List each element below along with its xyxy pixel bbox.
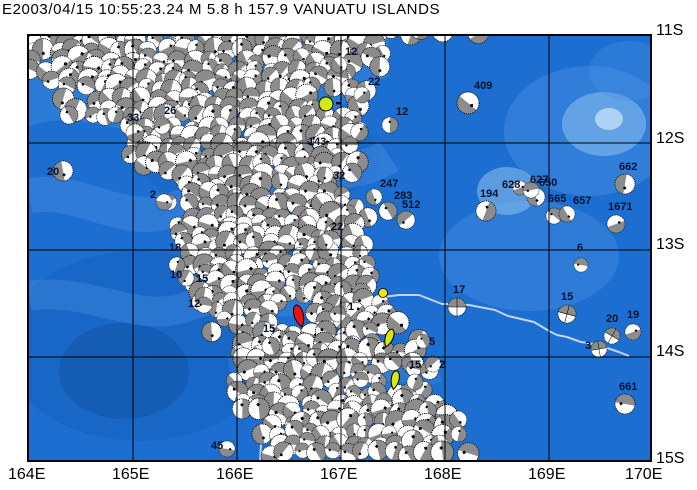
- svg-text:22: 22: [368, 76, 380, 88]
- svg-text:33: 33: [127, 112, 139, 124]
- svg-text:15: 15: [263, 323, 275, 335]
- svg-text:194: 194: [480, 188, 499, 200]
- svg-text:45: 45: [211, 440, 223, 452]
- svg-text:662: 662: [619, 161, 637, 173]
- svg-text:512: 512: [402, 199, 420, 211]
- svg-text:650: 650: [539, 177, 557, 189]
- svg-text:6: 6: [577, 242, 583, 254]
- svg-text:26: 26: [164, 105, 176, 117]
- svg-text:20: 20: [606, 313, 618, 325]
- svg-text:32: 32: [333, 170, 345, 182]
- svg-text:12: 12: [396, 106, 408, 118]
- svg-text:15: 15: [409, 359, 421, 371]
- svg-text:143: 143: [308, 136, 326, 148]
- svg-text:628: 628: [502, 179, 520, 191]
- svg-text:15: 15: [561, 291, 573, 303]
- svg-text:657: 657: [573, 195, 591, 207]
- svg-text:3: 3: [585, 340, 591, 352]
- svg-text:20: 20: [47, 166, 59, 178]
- svg-text:5: 5: [429, 336, 435, 348]
- svg-text:661: 661: [619, 381, 637, 393]
- svg-text:1: 1: [348, 301, 354, 313]
- svg-text:12: 12: [188, 298, 200, 310]
- svg-text:17: 17: [453, 284, 465, 296]
- svg-text:22: 22: [331, 221, 343, 233]
- svg-text:15: 15: [196, 273, 208, 285]
- svg-text:2: 2: [439, 359, 445, 371]
- svg-text:665: 665: [548, 193, 566, 205]
- svg-text:18: 18: [169, 242, 181, 254]
- svg-text:12: 12: [345, 46, 357, 58]
- svg-text:1671: 1671: [608, 201, 632, 213]
- svg-text:2: 2: [150, 189, 156, 201]
- svg-text:10: 10: [170, 269, 182, 281]
- svg-text:247: 247: [380, 178, 398, 190]
- svg-text:409: 409: [474, 80, 492, 92]
- svg-text:19: 19: [627, 309, 639, 321]
